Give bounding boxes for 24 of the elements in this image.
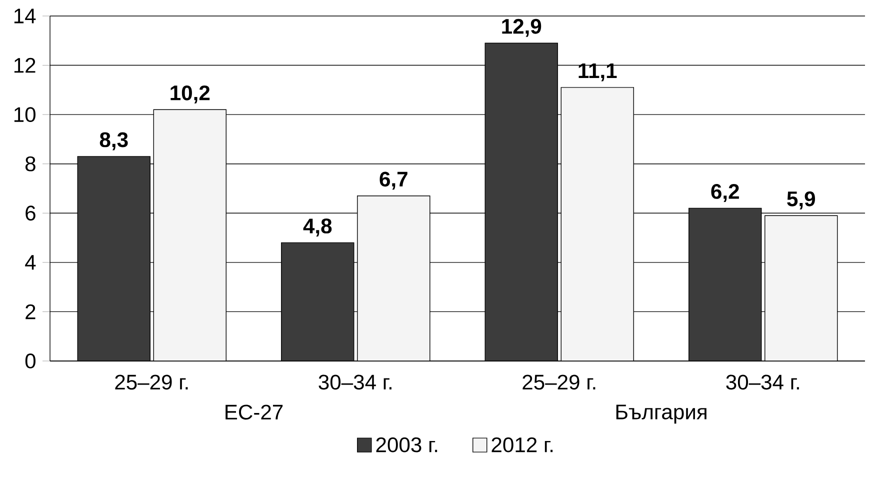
text: ЕС-27: [226, 404, 283, 420]
y-tick-label: 14: [14, 8, 36, 24]
y-tick-label: 2: [26, 304, 36, 320]
data-label: 10,2: [170, 85, 210, 104]
data-label: 12,9: [502, 18, 542, 37]
data-label: 6,7: [380, 172, 408, 190]
data-label: 4,8: [303, 218, 332, 236]
x-tick-label: 30–34 г.: [318, 374, 392, 390]
legend-label: 2003 г.: [376, 437, 438, 452]
x-tick-label: 25–29 г.: [522, 374, 596, 390]
y-tick-label: 12: [14, 58, 36, 73]
x-tick-label: 25–29 г.: [115, 374, 188, 390]
data-label: 5,9: [787, 191, 815, 210]
y-tick-label: 6: [26, 206, 36, 221]
y-tick-label: 4: [25, 255, 36, 270]
x-tick-label: 30–34 г.: [726, 374, 799, 390]
text: България: [616, 404, 706, 424]
legend-label: 2012 г.: [492, 437, 553, 452]
data-label: 8,3: [100, 132, 128, 150]
y-tick-label: 8: [25, 156, 36, 172]
data-label: 6,2: [711, 184, 739, 202]
y-tick-label: 10: [14, 107, 36, 122]
y-tick-label: 0: [25, 354, 36, 368]
data-label: 11,1: [578, 63, 617, 82]
